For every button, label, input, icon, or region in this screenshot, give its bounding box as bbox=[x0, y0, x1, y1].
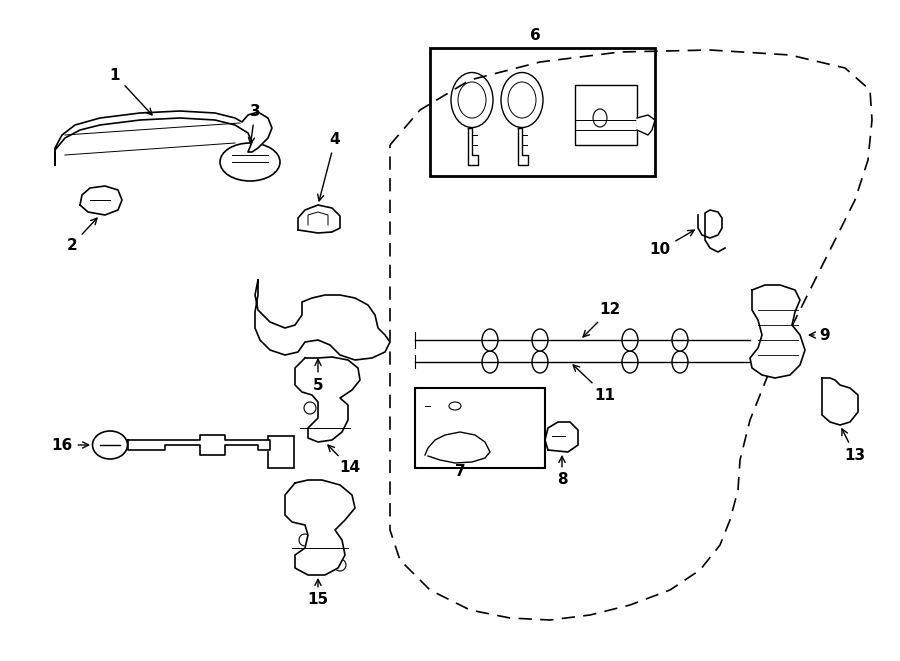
Text: 15: 15 bbox=[308, 579, 328, 607]
Polygon shape bbox=[80, 186, 122, 215]
Text: 12: 12 bbox=[583, 303, 621, 337]
Ellipse shape bbox=[451, 73, 493, 128]
Ellipse shape bbox=[501, 73, 543, 128]
Polygon shape bbox=[55, 111, 272, 165]
Polygon shape bbox=[750, 285, 805, 378]
Ellipse shape bbox=[672, 351, 688, 373]
Text: 2: 2 bbox=[67, 218, 97, 253]
Polygon shape bbox=[637, 115, 655, 135]
Text: 16: 16 bbox=[51, 438, 89, 453]
Ellipse shape bbox=[93, 431, 128, 459]
Text: 10: 10 bbox=[650, 230, 694, 258]
Ellipse shape bbox=[220, 143, 280, 181]
Ellipse shape bbox=[532, 329, 548, 351]
Ellipse shape bbox=[482, 329, 498, 351]
Ellipse shape bbox=[532, 351, 548, 373]
Text: 9: 9 bbox=[809, 327, 831, 342]
Ellipse shape bbox=[672, 329, 688, 351]
Ellipse shape bbox=[622, 351, 638, 373]
Ellipse shape bbox=[482, 351, 498, 373]
Text: 1: 1 bbox=[110, 67, 152, 115]
Bar bbox=[575, 85, 637, 145]
Text: 4: 4 bbox=[318, 132, 340, 201]
Polygon shape bbox=[545, 422, 578, 452]
Ellipse shape bbox=[622, 329, 638, 351]
Text: 7: 7 bbox=[454, 465, 465, 479]
Polygon shape bbox=[295, 357, 360, 442]
Text: 5: 5 bbox=[312, 360, 323, 393]
Text: 6: 6 bbox=[529, 28, 540, 42]
Polygon shape bbox=[822, 378, 858, 425]
Polygon shape bbox=[298, 205, 340, 233]
Polygon shape bbox=[285, 480, 355, 575]
Text: 14: 14 bbox=[328, 445, 361, 475]
Text: 8: 8 bbox=[557, 456, 567, 488]
Bar bbox=[415, 388, 545, 468]
Text: 3: 3 bbox=[248, 104, 260, 143]
Text: 11: 11 bbox=[573, 365, 616, 403]
Text: 13: 13 bbox=[842, 429, 866, 463]
Bar bbox=[430, 48, 655, 176]
Polygon shape bbox=[128, 435, 270, 455]
Bar bbox=[268, 436, 294, 468]
Polygon shape bbox=[255, 280, 390, 360]
